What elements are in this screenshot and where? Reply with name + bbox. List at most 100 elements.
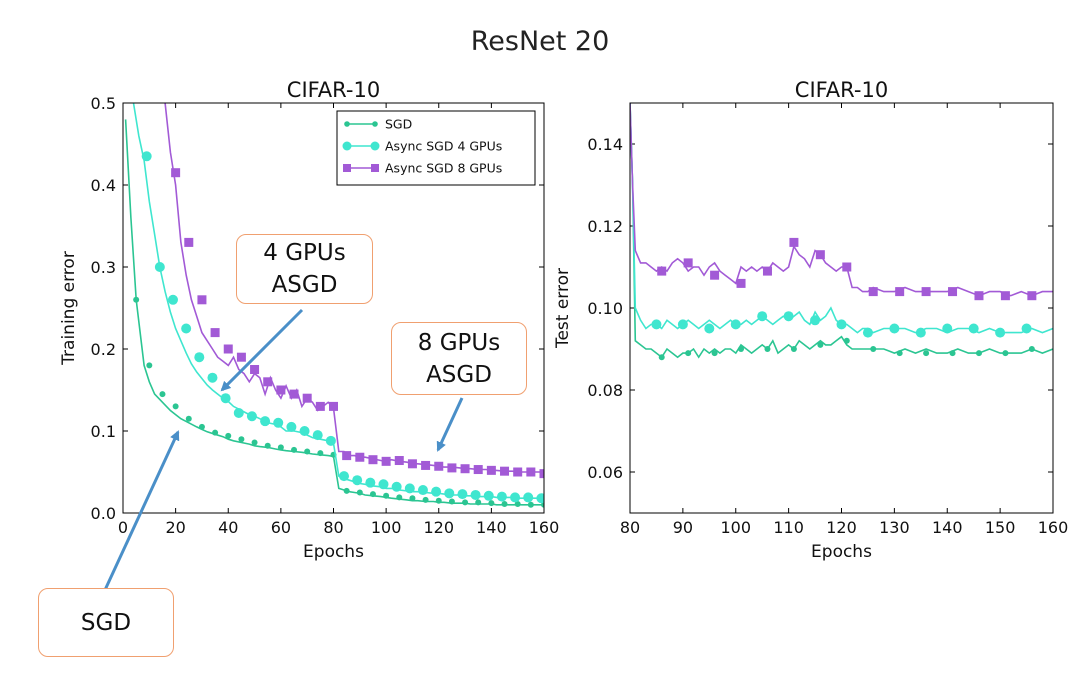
- test-point-async8: [921, 287, 931, 297]
- train-series-line-sgd: [124, 119, 544, 506]
- arrow-sgd: [103, 430, 180, 591]
- train-point-sgd: [488, 500, 495, 507]
- train-point-sgd: [317, 450, 324, 457]
- train-point-async4: [181, 323, 192, 334]
- train-point-async8: [434, 461, 444, 471]
- test-series-line-async8: [630, 103, 1053, 297]
- train-point-async4: [378, 479, 389, 490]
- test-ytick-label: 0.10: [587, 299, 623, 318]
- train-xtick-label: 40: [218, 518, 238, 537]
- train-point-async4: [273, 417, 284, 428]
- test-y-axis-label: Test error: [553, 268, 573, 349]
- train-point-async8: [263, 377, 273, 387]
- train-point-sgd: [291, 446, 298, 453]
- train-point-sgd: [409, 495, 416, 502]
- train-point-async4: [246, 411, 257, 422]
- train-point-sgd: [383, 492, 390, 499]
- legend-marker-sgd: [344, 121, 350, 127]
- test-chart-title: CIFAR-10: [795, 78, 888, 102]
- train-ytick-label: 0.4: [91, 176, 116, 195]
- test-xtick-label: 130: [879, 518, 910, 537]
- train-ytick-label: 0.5: [91, 94, 116, 113]
- train-xtick-label: 120: [423, 518, 454, 537]
- train-point-async8: [197, 295, 207, 305]
- train-point-async8: [184, 237, 194, 247]
- test-ytick-label: 0.12: [587, 217, 623, 236]
- train-point-async4: [233, 407, 244, 418]
- train-point-sgd: [264, 442, 271, 449]
- test-axes-frame: [629, 102, 1054, 514]
- train-point-sgd: [133, 296, 140, 303]
- test-point-async4: [995, 327, 1006, 338]
- train-point-async4: [339, 471, 350, 482]
- test-point-async8: [789, 237, 799, 247]
- test-point-async4: [810, 315, 821, 326]
- test-xtick-label: 80: [620, 518, 640, 537]
- train-xtick-label: 20: [165, 518, 185, 537]
- train-point-async8: [223, 344, 233, 354]
- train-point-sgd: [277, 444, 284, 451]
- arrow-8gpu: [436, 397, 464, 452]
- test-point-sgd: [685, 350, 692, 357]
- legend: SGD Async SGD 4 GPUs Async SGD 8 GPUs: [336, 110, 536, 186]
- test-point-async4: [783, 311, 794, 322]
- test-point-sgd: [764, 346, 771, 352]
- train-ytick-label: 0.3: [91, 258, 116, 277]
- train-xtick-label: 160: [529, 518, 560, 537]
- train-point-async8: [368, 455, 378, 465]
- train-point-async4: [141, 151, 152, 162]
- train-point-async4: [431, 486, 442, 497]
- legend-marker-sgd: [372, 121, 378, 127]
- train-xtick-label: 0: [118, 518, 128, 537]
- train-point-sgd: [212, 429, 219, 436]
- train-point-sgd: [396, 494, 403, 501]
- train-xtick-label: 80: [323, 518, 343, 537]
- train-point-async4: [154, 262, 165, 272]
- train-point-async8: [394, 456, 404, 466]
- train-point-async4: [470, 489, 481, 500]
- train-point-sgd: [251, 439, 258, 446]
- test-point-async8: [842, 262, 852, 272]
- train-point-async8: [513, 467, 523, 477]
- test-point-async4: [677, 319, 688, 330]
- test-point-sgd: [711, 350, 718, 357]
- train-point-sgd: [514, 500, 521, 507]
- train-point-async4: [510, 492, 521, 503]
- test-point-sgd: [817, 341, 824, 348]
- test-series-line-async4: [630, 103, 1053, 334]
- train-point-sgd: [159, 391, 166, 398]
- legend-marker-async8: [371, 164, 379, 172]
- train-point-sgd: [146, 362, 153, 369]
- train-point-sgd: [462, 499, 469, 506]
- train-point-sgd: [356, 489, 363, 496]
- test-series-line-sgd: [630, 103, 1053, 359]
- train-xtick-label: 100: [371, 518, 402, 537]
- train-point-async8: [276, 385, 286, 395]
- train-point-sgd: [422, 496, 429, 503]
- train-point-async8: [236, 352, 246, 362]
- callout-4gpu: 4 GPUs ASGD: [236, 234, 373, 304]
- train-point-async8: [539, 469, 544, 479]
- train-point-sgd: [185, 415, 192, 422]
- test-xtick-label: 120: [826, 518, 857, 537]
- train-point-async8: [342, 451, 352, 461]
- train-xtick-label: 140: [476, 518, 507, 537]
- train-point-async8: [171, 168, 181, 178]
- train-point-sgd: [172, 403, 179, 410]
- train-point-async8: [302, 393, 312, 403]
- test-xtick-label: 140: [932, 518, 963, 537]
- test-error-chart: 80 90 100 110 120 130 140 150 160 0.06 0.08 0.10 0.1…: [553, 78, 1068, 562]
- arrow-4gpu: [220, 308, 304, 392]
- callout-arrows: [103, 308, 464, 591]
- train-point-sgd: [475, 499, 482, 506]
- train-y-axis-label: Training error: [59, 251, 79, 366]
- train-point-async8: [486, 465, 496, 475]
- train-point-async8: [447, 463, 457, 473]
- train-point-sgd: [541, 501, 544, 508]
- train-axes-frame: [122, 102, 545, 514]
- train-point-async8: [315, 401, 325, 411]
- test-point-sgd: [923, 350, 930, 357]
- test-point-async8: [974, 291, 984, 301]
- train-point-async4: [194, 352, 205, 363]
